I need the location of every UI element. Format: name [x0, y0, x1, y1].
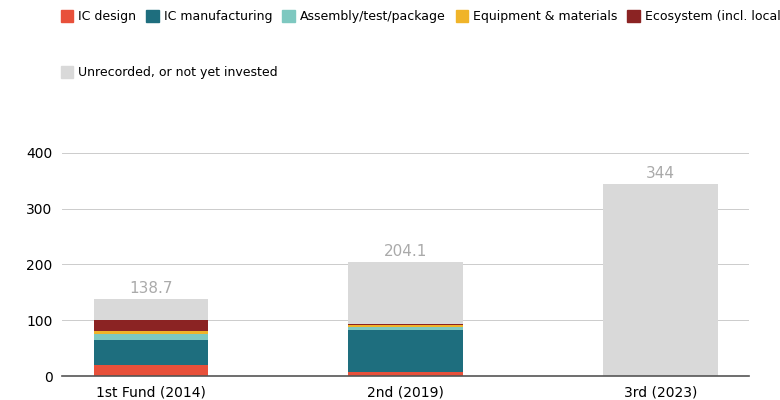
Bar: [349, 262, 463, 324]
Bar: [94, 298, 208, 320]
Legend: Unrecorded, or not yet invested: Unrecorded, or not yet invested: [61, 66, 278, 79]
Text: 138.7: 138.7: [129, 281, 172, 296]
Text: 204.1: 204.1: [384, 244, 427, 259]
Text: 344: 344: [646, 166, 675, 181]
Bar: [94, 340, 208, 365]
Legend: IC design, IC manufacturing, Assembly/test/package, Equipment & materials, Ecosy: IC design, IC manufacturing, Assembly/te…: [61, 10, 780, 23]
Bar: [349, 328, 463, 330]
Bar: [94, 334, 208, 340]
Bar: [603, 184, 718, 376]
Bar: [94, 331, 208, 334]
Bar: [349, 372, 463, 376]
Bar: [94, 365, 208, 376]
Bar: [349, 324, 463, 325]
Bar: [349, 325, 463, 328]
Bar: [94, 320, 208, 331]
Bar: [349, 330, 463, 372]
